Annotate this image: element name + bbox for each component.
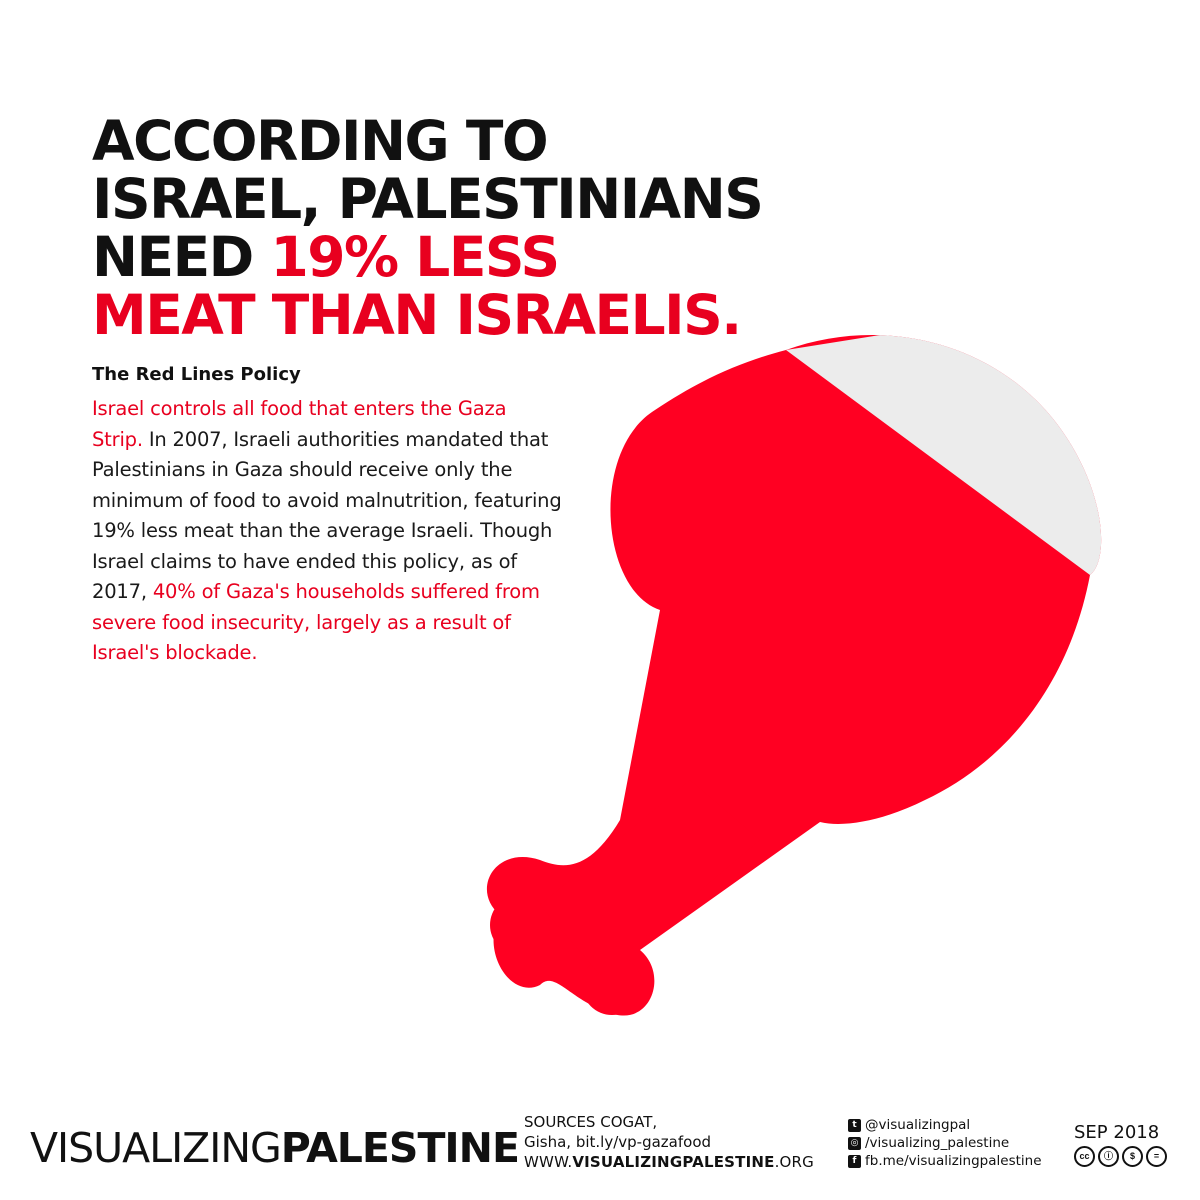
facebook-icon: f [848, 1154, 861, 1168]
website-link[interactable]: WWW.VISUALIZINGPALESTINE.ORG [524, 1152, 814, 1172]
sources-line-2: Gisha, bit.ly/vp-gazafood [524, 1133, 712, 1151]
nc-icon: $ [1122, 1146, 1143, 1167]
site-prefix: WWW. [524, 1153, 573, 1171]
bone-knob-left [490, 895, 550, 955]
facebook-link[interactable]: f fb.me/visualizingpalestine [848, 1152, 1042, 1170]
bone-cap-shape [786, 335, 1102, 620]
headline-line-3-red: 19% LESS [270, 225, 560, 289]
logo-light: VISUALIZING [30, 1124, 282, 1172]
twitter-handle: @visualizingpal [865, 1117, 971, 1133]
by-icon: ⓘ [1098, 1146, 1119, 1167]
instagram-handle: /visualizing_palestine [865, 1135, 1010, 1151]
sources: SOURCES COGAT, Gisha, bit.ly/vp-gazafood… [524, 1112, 814, 1172]
headline-line-3-black: NEED [92, 225, 271, 289]
bone-knob-right [582, 955, 642, 1015]
site-suffix: .ORG [774, 1153, 814, 1171]
headline-line-2: ISRAEL, PALESTINIANS [92, 167, 764, 231]
site-bold: VISUALIZINGPALESTINE [572, 1153, 775, 1171]
meat-shape [486, 335, 1102, 1016]
instagram-link[interactable]: ◎ /visualizing_palestine [848, 1134, 1042, 1152]
facebook-handle: fb.me/visualizingpalestine [865, 1153, 1042, 1169]
body-red-2: 40% of Gaza's households suffered from s… [92, 580, 540, 664]
bone-shaft [540, 780, 760, 975]
twitter-icon: t [848, 1118, 861, 1132]
headline-line-1: ACCORDING TO [92, 109, 549, 173]
body-black-1: In 2007, Israeli authorities mandated th… [92, 427, 562, 604]
logo-bold: PALESTINE [280, 1124, 520, 1172]
twitter-link[interactable]: t @visualizingpal [848, 1116, 1042, 1134]
creative-commons-badges: cc ⓘ $ = [1074, 1146, 1167, 1167]
social-links: t @visualizingpal ◎ /visualizing_palestine… [848, 1116, 1042, 1170]
nd-icon: = [1146, 1146, 1167, 1167]
publication-date: SEP 2018 [1074, 1122, 1160, 1143]
sources-line-1: SOURCES COGAT, [524, 1113, 658, 1131]
subhead: The Red Lines Policy [92, 364, 301, 385]
headline-line-3: NEED 19% LESS [92, 228, 812, 286]
body-red-1: Israel controls all food that enters the… [92, 397, 507, 451]
cc-icon: cc [1074, 1146, 1095, 1167]
headline-line-4: MEAT THAN ISRAELIS. [92, 283, 742, 347]
body-text: Israel controls all food that enters the… [92, 394, 562, 669]
instagram-icon: ◎ [848, 1136, 861, 1150]
headline: ACCORDING TO ISRAEL, PALESTINIANS NEED 1… [92, 112, 812, 344]
footer-logo: VISUALIZINGPALESTINE [30, 1124, 520, 1172]
